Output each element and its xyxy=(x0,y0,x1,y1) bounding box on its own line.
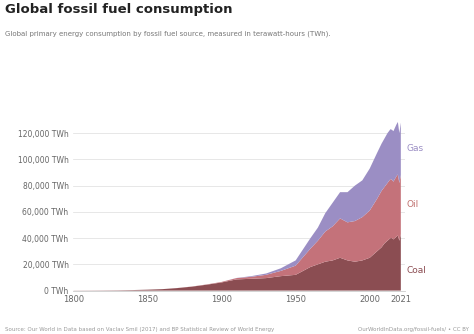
Text: Global fossil fuel consumption: Global fossil fuel consumption xyxy=(5,3,232,16)
Text: OurWorldInData.org/fossil-fuels/ • CC BY: OurWorldInData.org/fossil-fuels/ • CC BY xyxy=(358,327,469,332)
Text: Gas: Gas xyxy=(407,144,424,153)
Text: Oil: Oil xyxy=(407,200,419,209)
Text: Source: Our World in Data based on Vaclav Smil (2017) and BP Statistical Review : Source: Our World in Data based on Vacla… xyxy=(5,327,274,332)
Text: Global primary energy consumption by fossil fuel source, measured in terawatt-ho: Global primary energy consumption by fos… xyxy=(5,30,330,36)
Text: Our World
in Data: Our World in Data xyxy=(415,20,455,34)
Text: Coal: Coal xyxy=(407,266,427,275)
